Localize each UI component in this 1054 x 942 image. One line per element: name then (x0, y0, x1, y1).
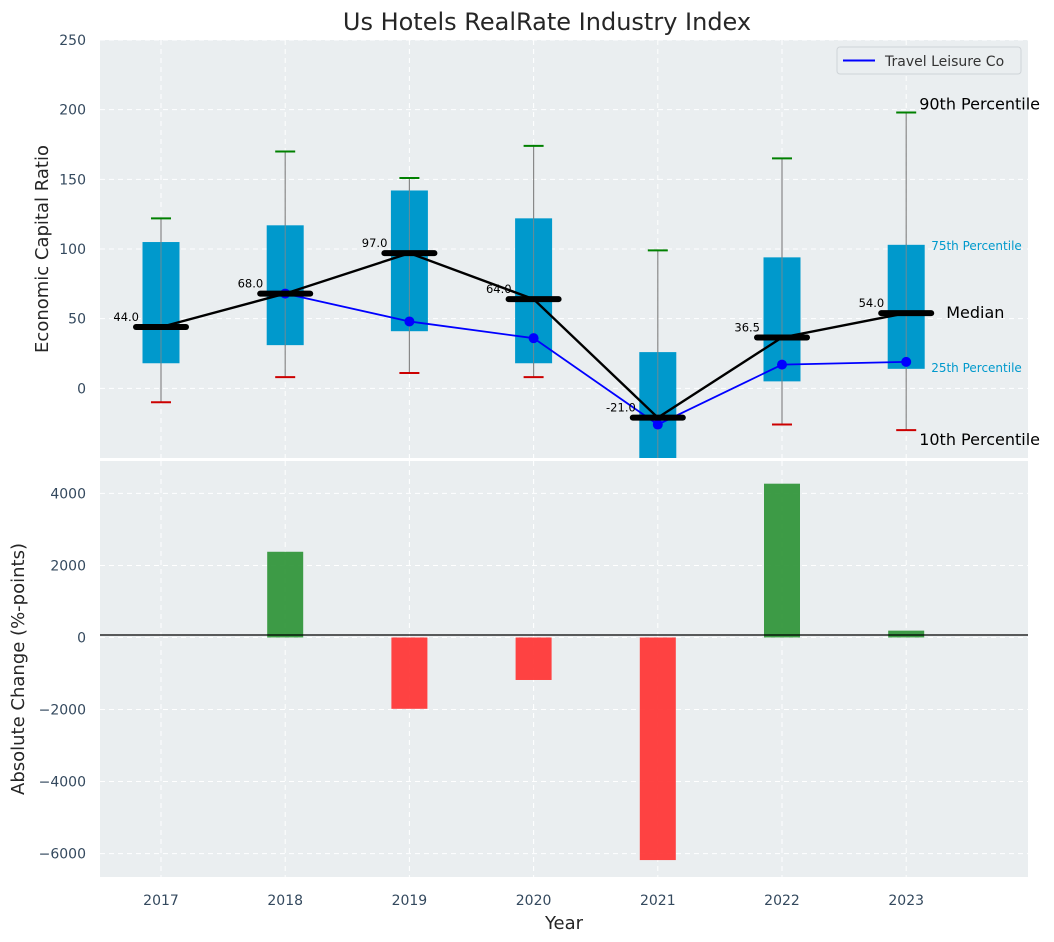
legend-label: Travel Leisure Co (884, 54, 1004, 70)
median-value-label: -21.0 (606, 401, 636, 415)
x-tick-label: 2023 (888, 893, 924, 909)
legend-box (836, 46, 1022, 75)
annotation-p25: 25th Percentile (931, 361, 1022, 375)
median-value-label: 64.0 (486, 282, 512, 296)
company-point (528, 333, 539, 344)
annotation-p90: 90th Percentile (919, 94, 1040, 113)
change-bar-2022 (764, 483, 800, 638)
chart-title: Us Hotels RealRate Industry Index (343, 8, 751, 36)
bottom-y-tick-label: 2000 (50, 558, 86, 574)
bottom-y-tick-label: 4000 (50, 486, 86, 502)
x-axis-label: Year (544, 913, 584, 934)
median-value-label: 97.0 (362, 236, 388, 250)
x-tick-label: 2017 (143, 893, 179, 909)
median-value-label: 36.5 (734, 320, 760, 334)
change-bar-2021 (639, 637, 676, 861)
top-y-ticks: 0 50 100 150 200 250 (59, 33, 86, 397)
company-line (285, 292, 907, 426)
x-ticks: 2017 2018 2019 2020 2021 2022 2023 (143, 893, 924, 909)
percentile-annotations: 90th Percentile 75th Percentile Median 25th… (919, 94, 1040, 449)
top-y-tick-label: 0 (77, 381, 86, 397)
box-2018 (266, 150, 304, 379)
bottom-y-tick-label: −2000 (39, 703, 86, 719)
x-tick-label: 2020 (516, 893, 552, 909)
box-2023 (887, 111, 925, 432)
change-bar-2023 (888, 630, 925, 638)
top-y-tick-label: 200 (59, 103, 86, 119)
x-tick-label: 2019 (392, 893, 428, 909)
median-value-label: 68.0 (238, 277, 264, 291)
change-bar-2018 (267, 551, 304, 638)
median-value-label: 54.0 (859, 296, 885, 310)
bottom-y-axis-label: Absolute Change (%-points) (8, 543, 29, 795)
x-tick-label: 2022 (764, 893, 800, 909)
legend: Travel Leisure Co (836, 46, 1022, 75)
change-bars (267, 483, 925, 861)
bottom-y-tick-label: −4000 (39, 775, 86, 791)
line-group: 44.0 68.0 97.0 64.0 -21.0 36.5 54.0 (113, 236, 935, 430)
bottom-panel: −6000 −4000 −2000 0 2000 4000 2017 2018 2019 202… (8, 461, 1028, 934)
company-point (404, 316, 415, 327)
company-point (652, 419, 663, 430)
annotation-p10: 10th Percentile (919, 430, 1040, 449)
bottom-y-tick-label: −6000 (39, 847, 86, 863)
top-y-tick-label: 250 (59, 33, 86, 49)
annotation-p75: 75th Percentile (931, 239, 1022, 253)
annotation-median: Median (946, 303, 1004, 322)
bottom-gridlines (100, 461, 1028, 877)
top-y-tick-label: 50 (68, 312, 86, 328)
bottom-y-tick-label: 0 (77, 630, 86, 646)
top-y-tick-label: 150 (59, 172, 86, 188)
median-value-label: 44.0 (113, 310, 139, 324)
box-2017 (142, 217, 180, 404)
change-bar-2020 (515, 637, 552, 680)
company-point (901, 356, 912, 367)
bottom-plot-area (100, 461, 1028, 877)
box-2019 (390, 176, 428, 375)
bottom-y-ticks: −6000 −4000 −2000 0 2000 4000 (39, 486, 86, 862)
change-bar-2019 (391, 637, 428, 709)
x-tick-label: 2021 (640, 893, 676, 909)
top-panel: 0 50 100 150 200 250 44.0 68.0 97.0 64.0 -21.0 36.… (32, 8, 1040, 458)
top-y-axis-label: Economic Capital Ratio (32, 145, 53, 353)
x-tick-label: 2018 (267, 893, 303, 909)
company-point (777, 359, 787, 370)
top-y-tick-label: 100 (59, 242, 86, 258)
